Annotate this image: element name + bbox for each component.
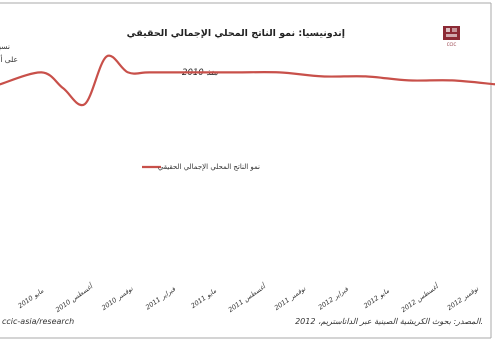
x-tick-label: نوفمبر 2010 xyxy=(100,285,134,312)
x-tick-label: نوفمبر 2011 xyxy=(273,285,307,312)
x-tick-label: فبراير 2012 xyxy=(317,285,351,312)
x-tick-label: نوفمبر 2012 xyxy=(446,285,480,312)
x-tick-label: فبراير 2011 xyxy=(144,285,178,312)
ylabel-line-2: على أ xyxy=(0,54,18,64)
x-tick-label: مايو 2011 xyxy=(189,286,218,310)
logo-text: CCIC xyxy=(447,42,457,47)
footer-url: ccic-asia/research xyxy=(2,317,74,326)
x-tick-label: أغسطس 2011 xyxy=(226,281,268,314)
ylabel-line-1: نسبة xyxy=(0,42,10,51)
x-tick-label: أغسطس 2012 xyxy=(399,281,441,314)
chart-title: إندونيسيا: نمو الناتج المحلي الإجمالي ال… xyxy=(127,28,345,39)
footer-source: المصدر: بحوث الكريشية الصينية عبر الداتا… xyxy=(295,317,483,326)
legend-label: نمو الناتج المحلي الإجمالي الحقيقي xyxy=(158,163,260,171)
ccic-logo-icon: CCIC xyxy=(443,26,460,47)
x-tick-label: أغسطس 2010 xyxy=(53,281,95,314)
gdp-growth-line xyxy=(0,54,495,107)
x-tick-label: مايو 2010 xyxy=(17,286,46,310)
x-tick-labels: مايو 2010 أغسطس 2010 نوفمبر 2010 فبراير 201… xyxy=(17,281,481,314)
x-tick-label: مايو 2012 xyxy=(362,286,391,310)
